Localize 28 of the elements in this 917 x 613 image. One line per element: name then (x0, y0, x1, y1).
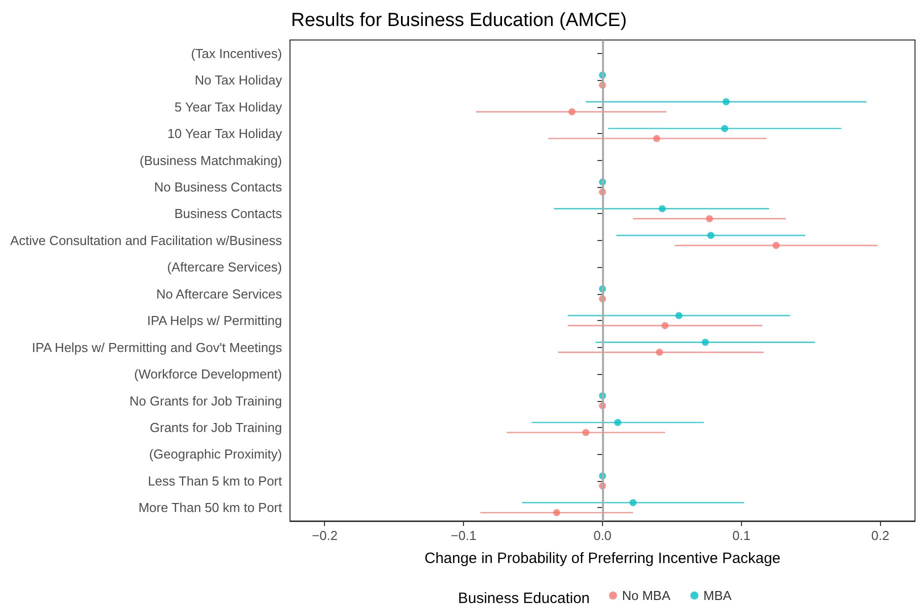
y-tick-label: IPA Helps w/ Permitting (147, 313, 282, 328)
y-tick-label: (Tax Incentives) (190, 46, 282, 61)
x-tick-label: 0.1 (732, 528, 750, 543)
y-tick-label: 10 Year Tax Holiday (167, 126, 282, 142)
y-tick-label: No Business Contacts (154, 179, 282, 194)
y-tick-label: Less Than 5 km to Port (148, 473, 282, 488)
y-tick-label: (Business Matchmaking) (140, 152, 282, 168)
y-tick-label: Grants for Job Training (150, 420, 282, 435)
legend-title: Business Education (458, 590, 590, 607)
legend-label: No MBA (622, 588, 671, 603)
y-tick-label: (Workforce Development) (134, 366, 282, 382)
y-tick-label: No Grants for Job Training (130, 393, 282, 408)
x-tick-label: −0.1 (450, 528, 476, 543)
y-tick-label: No Aftercare Services (156, 286, 282, 302)
x-tick-label: −0.2 (312, 528, 338, 543)
y-tick-label: 5 Year Tax Holiday (174, 99, 282, 114)
y-tick-label: No Tax Holiday (194, 72, 282, 88)
y-tick-label: IPA Helps w/ Permitting and Gov't Meetings (32, 340, 282, 355)
y-tick-label: (Geographic Proximity) (149, 446, 282, 462)
chart-title: Results for Business Education (AMCE) (291, 10, 627, 31)
x-axis-title: Change in Probability of Preferring Incentive Package (424, 550, 781, 567)
y-tick-label: Active Consultation and Facilitation w/Business (10, 232, 282, 248)
x-tick-label: 0.2 (871, 528, 890, 543)
y-tick-label: Business Contacts (174, 206, 282, 222)
legend-label: MBA (703, 588, 732, 603)
y-tick-label: More Than 50 km to Port (138, 500, 282, 516)
x-tick-label: 0.0 (593, 528, 612, 543)
y-tick-label: (Aftercare Services) (167, 260, 282, 275)
